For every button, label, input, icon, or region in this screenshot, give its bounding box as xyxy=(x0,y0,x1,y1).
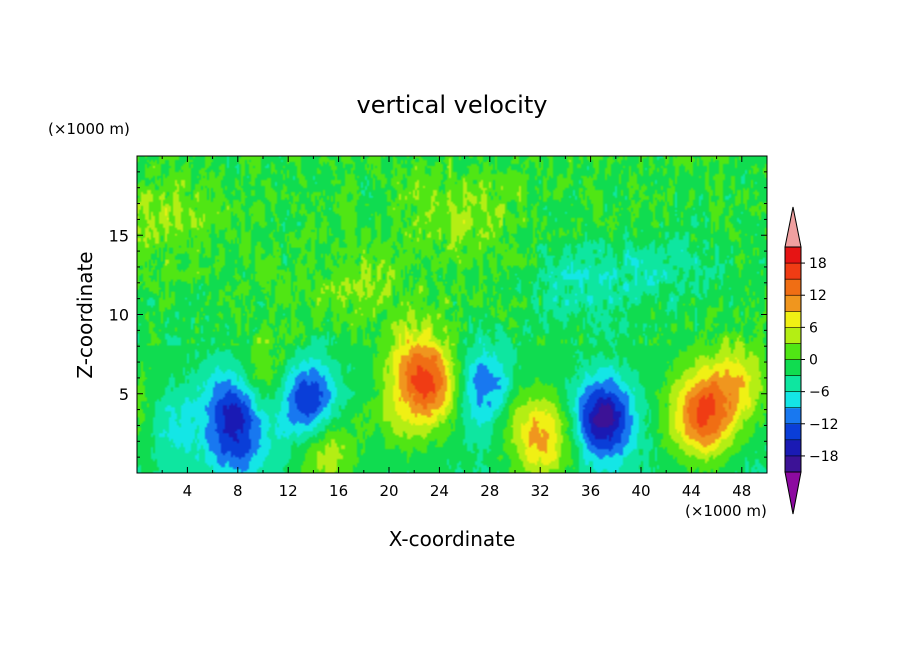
chart-title: vertical velocity xyxy=(357,91,548,119)
colorbar-bin xyxy=(785,343,801,360)
colorbar-bin xyxy=(785,391,801,409)
y-axis-ticks: 5 10 15 xyxy=(109,171,767,458)
x-tick-label: 12 xyxy=(279,482,298,500)
colorbar-bin xyxy=(785,295,801,312)
y-axis-label: Z-coordinate xyxy=(73,251,97,378)
colorbar-bin xyxy=(785,311,801,328)
colorbar-bin xyxy=(785,407,801,425)
colorbar-bin xyxy=(785,359,801,377)
colorbar-bin xyxy=(785,263,801,280)
x-axis-label: X-coordinate xyxy=(389,527,516,551)
colorbar-bin xyxy=(785,439,801,457)
colorbar-tick-label: 6 xyxy=(809,320,818,336)
x-axis-unit-label: (×1000 m) xyxy=(685,502,767,520)
y-tick-label: 5 xyxy=(119,385,129,404)
colorbar-extend-min xyxy=(784,471,802,515)
colorbar-bin xyxy=(785,455,801,473)
colorbar-bin xyxy=(785,279,801,296)
colorbar-extend-max xyxy=(784,206,802,248)
x-tick-label: 40 xyxy=(631,482,650,500)
x-tick-label: 48 xyxy=(732,482,751,500)
y-axis-unit-label: (×1000 m) xyxy=(48,120,130,138)
colorbar: 18 12 6 0 −6 −12 −18 xyxy=(784,206,839,515)
colorbar-bin xyxy=(785,375,801,393)
colorbar-bin xyxy=(785,247,801,264)
x-tick-label: 8 xyxy=(233,482,243,500)
x-tick-label: 36 xyxy=(581,482,600,500)
colorbar-tick-label: −12 xyxy=(809,417,839,433)
velocity-contour-field xyxy=(137,156,767,473)
y-tick-label: 15 xyxy=(109,226,129,245)
x-tick-label: 28 xyxy=(480,482,499,500)
plot-area xyxy=(136,155,768,474)
x-tick-label: 16 xyxy=(329,482,348,500)
colorbar-tick-label: −18 xyxy=(809,449,839,465)
y-tick-label: 10 xyxy=(109,306,129,325)
x-tick-label: 44 xyxy=(682,482,701,500)
x-tick-label: 32 xyxy=(531,482,550,500)
x-tick-label: 4 xyxy=(183,482,193,500)
colorbar-tick-label: 0 xyxy=(809,353,818,369)
colorbar-tick-label: 18 xyxy=(809,256,827,272)
colorbar-bin xyxy=(785,327,801,344)
colorbar-bin xyxy=(785,423,801,441)
x-tick-label: 20 xyxy=(379,482,398,500)
x-tick-label: 24 xyxy=(430,482,449,500)
colorbar-tick-label: −6 xyxy=(809,385,830,401)
colorbar-tick-label: 12 xyxy=(809,288,827,304)
x-axis-ticks: 4 8 12 16 20 24 28 32 36 40 44 48 xyxy=(161,156,751,500)
